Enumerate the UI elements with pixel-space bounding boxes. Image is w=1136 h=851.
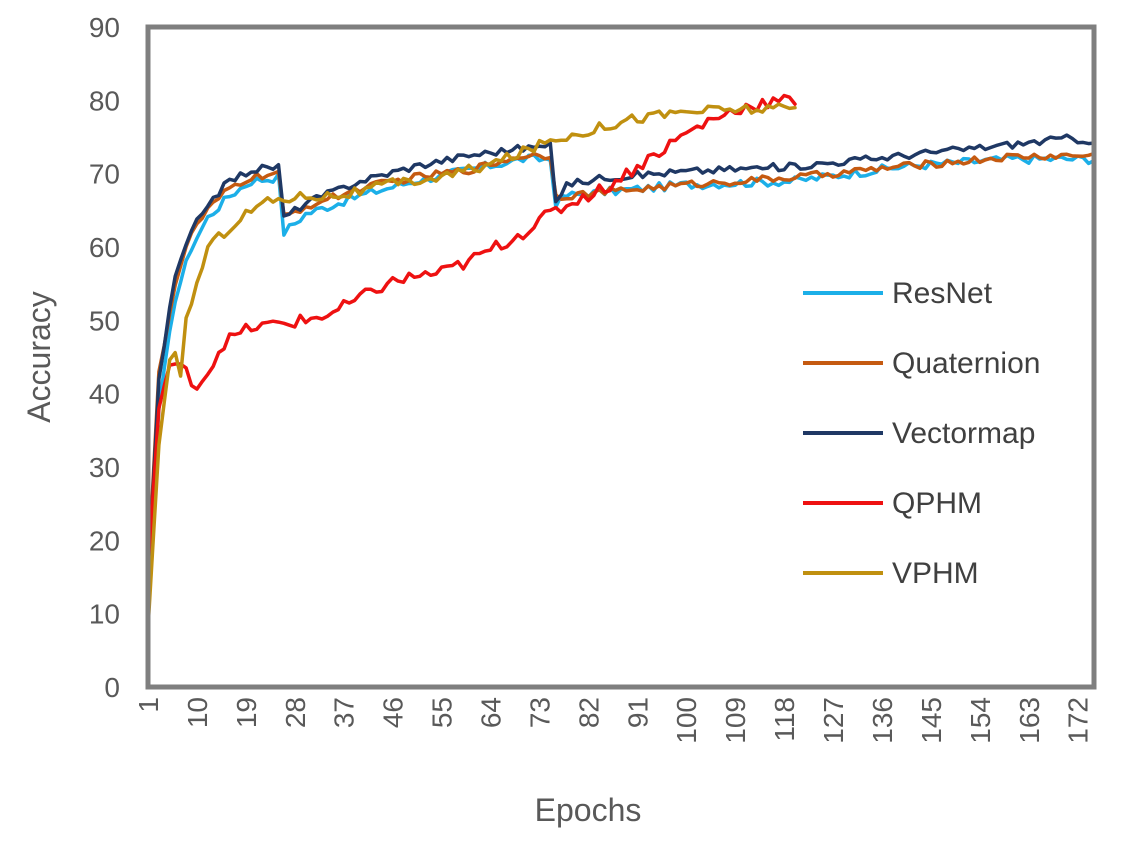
x-tick-label-145: 145 bbox=[916, 697, 947, 744]
y-tick-label-10: 10 bbox=[89, 599, 120, 630]
plot-frame bbox=[145, 24, 1097, 690]
x-tick-label-91: 91 bbox=[622, 697, 653, 728]
y-tick-label-20: 20 bbox=[89, 525, 120, 556]
legend-label-qphm: QPHM bbox=[892, 487, 982, 520]
x-tick-label-172: 172 bbox=[1063, 697, 1094, 744]
x-tick-label-163: 163 bbox=[1014, 697, 1045, 744]
y-tick-label-70: 70 bbox=[89, 159, 120, 190]
series-lines bbox=[146, 93, 1096, 631]
x-tick-label-19: 19 bbox=[231, 697, 262, 728]
y-tick-label-30: 30 bbox=[89, 452, 120, 483]
legend-item-qphm: QPHM bbox=[803, 487, 982, 520]
x-tick-label-136: 136 bbox=[867, 697, 898, 744]
x-tick-label-73: 73 bbox=[524, 697, 555, 728]
series-line-quaternion bbox=[146, 151, 1096, 579]
x-tick-label-46: 46 bbox=[378, 697, 409, 728]
x-tick-label-64: 64 bbox=[476, 697, 507, 728]
x-tick-label-28: 28 bbox=[280, 697, 311, 728]
x-tick-label-118: 118 bbox=[769, 697, 800, 742]
x-axis-title: Epochs bbox=[535, 792, 642, 828]
x-tick-label-100: 100 bbox=[671, 697, 702, 744]
x-tick-label-154: 154 bbox=[965, 697, 996, 744]
x-tick-label-55: 55 bbox=[427, 697, 458, 728]
legend-label-resnet: ResNet bbox=[892, 277, 993, 310]
y-tick-label-60: 60 bbox=[89, 232, 120, 263]
legend-label-vphm: VPHM bbox=[892, 557, 979, 590]
y-tick-label-40: 40 bbox=[89, 379, 120, 410]
x-tick-label-37: 37 bbox=[329, 697, 360, 728]
x-tick-label-82: 82 bbox=[573, 697, 604, 728]
x-tick-label-1: 1 bbox=[133, 697, 164, 713]
y-tick-label-50: 50 bbox=[89, 305, 120, 336]
x-tick-label-109: 109 bbox=[720, 697, 751, 744]
legend-item-quaternion: Quaternion bbox=[803, 347, 1040, 380]
legend-item-vectormap: Vectormap bbox=[803, 417, 1035, 450]
series-line-qphm bbox=[146, 93, 797, 572]
x-axis-tick-labels: 1 10 19 28 37 46 55 64 73 82 91 100 109 118 127 136 145 1… bbox=[133, 697, 1094, 744]
legend-item-resnet: ResNet bbox=[803, 277, 993, 310]
series-line-vphm bbox=[146, 102, 797, 631]
x-tick-label-10: 10 bbox=[182, 697, 213, 728]
legend-item-vphm: VPHM bbox=[803, 557, 979, 590]
x-tick-label-127: 127 bbox=[818, 697, 849, 744]
y-tick-label-80: 80 bbox=[89, 85, 120, 116]
y-tick-label-0: 0 bbox=[104, 672, 120, 703]
y-axis-title: Accuracy bbox=[21, 291, 57, 423]
legend: ResNet Quaternion Vectormap QPHM VPHM bbox=[803, 277, 1040, 590]
y-tick-label-90: 90 bbox=[89, 12, 120, 43]
y-axis-tick-labels: 0 10 20 30 40 50 60 70 80 90 bbox=[89, 12, 120, 703]
legend-label-vectormap: Vectormap bbox=[892, 417, 1035, 450]
legend-label-quaternion: Quaternion bbox=[892, 347, 1040, 380]
